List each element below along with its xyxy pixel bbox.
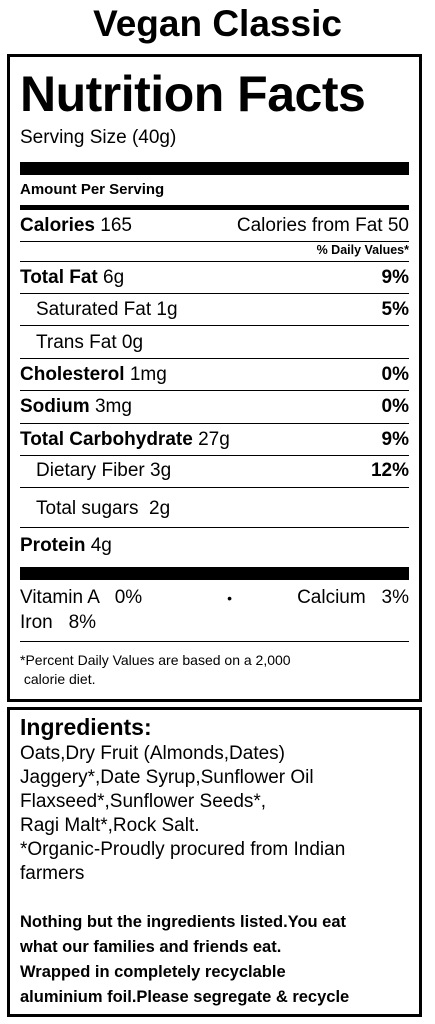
ingredients-line: Oats,Dry Fruit (Almonds,Dates) <box>20 743 285 764</box>
product-title: Vegan Classic <box>93 3 342 44</box>
ingredients-line: Jaggery*,Date Syrup,Sunflower Oil <box>20 767 314 788</box>
total-carbohydrate-row: Total Carbohydrate 27g 9% <box>20 429 409 451</box>
divider-thin <box>20 390 409 391</box>
amount-per-serving: Amount Per Serving <box>20 181 409 198</box>
amount-per-serving-text: Amount Per Serving <box>20 181 165 198</box>
iron-row: Iron 8% <box>20 612 409 634</box>
note-line: what our families and friends eat. <box>20 938 282 956</box>
total-fat-row: Total Fat 6g 9% <box>20 267 409 289</box>
divider-thin <box>20 241 409 242</box>
sodium-dv: 0% <box>381 396 409 417</box>
saturated-fat-label: Saturated Fat 1g <box>36 299 178 320</box>
total-fat-label: Total Fat <box>20 267 98 288</box>
divider-thin <box>20 261 409 262</box>
total-fat-dv: 9% <box>381 267 409 288</box>
dietary-fiber-dv: 12% <box>370 460 409 481</box>
calories-label: Calories <box>20 215 95 236</box>
dietary-fiber-row: Dietary Fiber 3g 12% <box>20 460 409 482</box>
saturated-fat-row: Saturated Fat 1g 5% <box>20 299 409 321</box>
total-sugars-label: Total sugars 2g <box>36 498 171 519</box>
vitamin-a: Vitamin A 0% <box>20 587 143 608</box>
cholesterol-label: Cholesterol <box>20 364 125 385</box>
total-carbohydrate-dv: 9% <box>381 429 409 450</box>
daily-values-header-row: % Daily Values* <box>20 243 409 257</box>
saturated-fat-dv: 5% <box>381 299 409 320</box>
divider-thin <box>20 527 409 528</box>
calcium: Calcium 3% <box>297 587 409 608</box>
trans-fat-label: Trans Fat 0g <box>36 332 144 353</box>
calories-from-fat: Calories from Fat 50 <box>236 215 409 236</box>
ingredients-line: Ragi Malt*,Rock Salt. <box>20 815 200 836</box>
note-line: Nothing but the ingredients listed.You e… <box>20 913 347 931</box>
total-fat-amount: 6g <box>103 267 125 288</box>
ingredients-line: *Organic-Proudly procured from Indian <box>20 839 346 860</box>
calories-row: Calories 165 Calories from Fat 50 <box>20 215 409 237</box>
sodium-amount: 3mg <box>94 396 132 417</box>
cholesterol-dv: 0% <box>381 364 409 385</box>
ingredients-line: farmers <box>20 863 85 884</box>
divider-thin <box>20 487 409 488</box>
trans-fat-row: Trans Fat 0g <box>20 332 409 354</box>
ingredients-panel: Ingredients: Oats,Dry Fruit (Almonds,Dat… <box>7 707 422 1017</box>
ingredients-line: Flaxseed*,Sunflower Seeds*, <box>20 791 267 812</box>
ingredients-note: Nothing but the ingredients listed.You e… <box>20 910 415 1010</box>
calories-value: 165 <box>100 215 132 236</box>
protein-label: Protein <box>20 535 86 556</box>
sodium-row: Sodium 3mg 0% <box>20 396 409 418</box>
divider-thin <box>20 455 409 456</box>
cholesterol-row: Cholesterol 1mg 0% <box>20 364 409 386</box>
serving-size-text: Serving Size (40g) <box>20 127 177 148</box>
footnote: *Percent Daily Values are based on a 2,0… <box>20 651 409 689</box>
divider-thin <box>20 641 409 642</box>
protein-amount: 4g <box>90 535 112 556</box>
divider-thin <box>20 423 409 424</box>
footnote-line-1: *Percent Daily Values are based on a 2,0… <box>20 652 291 668</box>
vitamin-separator: • <box>227 590 233 606</box>
divider-thick <box>20 567 409 580</box>
divider-medium <box>20 205 409 210</box>
serving-size: Serving Size (40g) <box>20 127 409 149</box>
divider-thin <box>20 325 409 326</box>
divider-thin <box>20 358 409 359</box>
daily-values-header: % Daily Values* <box>316 243 409 257</box>
cholesterol-amount: 1mg <box>129 364 167 385</box>
iron: Iron 8% <box>20 612 97 633</box>
divider-thin <box>20 293 409 294</box>
total-carbohydrate-amount: 27g <box>198 429 230 450</box>
divider-thick <box>20 162 409 175</box>
note-line: aluminium foil.Please segregate & recycl… <box>20 988 350 1006</box>
ingredients-list: Oats,Dry Fruit (Almonds,Dates) Jaggery*,… <box>20 742 413 886</box>
vitamins-row: Vitamin A 0% • Calcium 3% <box>20 587 409 609</box>
footnote-line-2: calorie diet. <box>20 671 96 687</box>
ingredients-heading: Ingredients: <box>20 714 152 740</box>
note-line: Wrapped in completely recyclable <box>20 963 286 981</box>
protein-row: Protein 4g <box>20 535 409 557</box>
total-carbohydrate-label: Total Carbohydrate <box>20 429 193 450</box>
nutrition-facts-panel: Nutrition Facts Serving Size (40g) Amoun… <box>7 54 422 702</box>
total-sugars-row: Total sugars 2g <box>20 498 409 520</box>
sodium-label: Sodium <box>20 396 90 417</box>
dietary-fiber-label: Dietary Fiber 3g <box>36 460 172 481</box>
nutrition-facts-heading: Nutrition Facts <box>20 66 366 122</box>
